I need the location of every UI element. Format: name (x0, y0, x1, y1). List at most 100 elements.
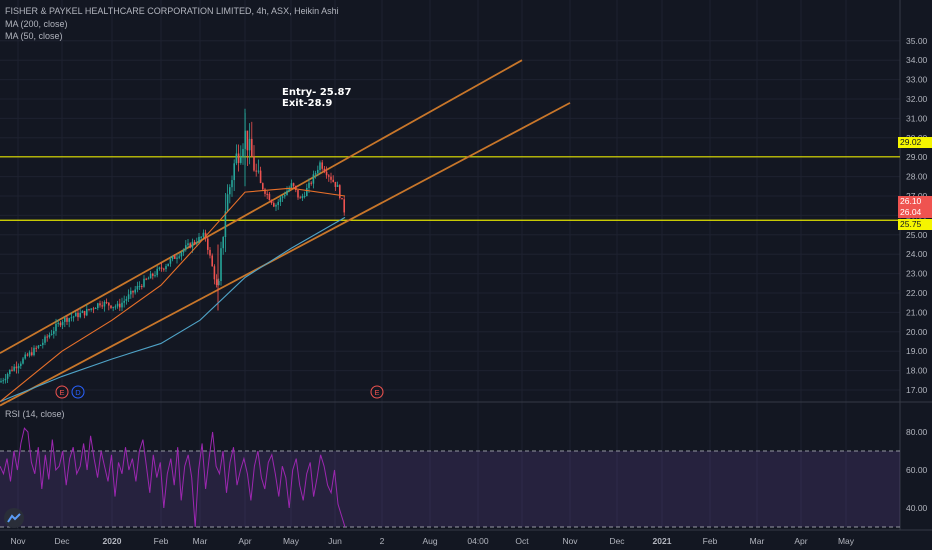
rsi-legend[interactable]: RSI (14, close) (5, 409, 65, 419)
candle-body (178, 256, 180, 258)
candle-body (218, 280, 220, 286)
candle-body (149, 273, 152, 279)
tradingview-logo-icon[interactable] (4, 508, 24, 528)
candle-body (156, 268, 158, 276)
candle-body (57, 322, 59, 324)
time-tick-label: Apr (794, 536, 807, 546)
candle-body (105, 302, 108, 304)
candle-body (143, 278, 145, 287)
annotation-exit[interactable]: Exit-28.9 (282, 98, 332, 109)
candle-body (259, 170, 262, 184)
candle-body (116, 303, 119, 307)
candle-body (292, 183, 295, 186)
candle-body (90, 308, 92, 310)
candle-body (275, 205, 277, 207)
candle-body (53, 331, 55, 334)
candle-body (22, 358, 24, 364)
candle-body (209, 249, 211, 256)
price-tag-26-04: 26.04 (898, 207, 932, 218)
candle-body (215, 279, 218, 286)
candle-body (176, 257, 178, 259)
candle-body (37, 345, 40, 348)
candle-body (231, 180, 233, 188)
candle-body (17, 365, 20, 369)
candle-body (297, 189, 299, 198)
candle-body (308, 182, 310, 188)
candle-body (339, 185, 341, 198)
candle-body (303, 196, 306, 198)
candle-body (44, 336, 46, 343)
candle-body (180, 252, 183, 257)
annotation-entry[interactable]: Entry- 25.87 (282, 87, 351, 98)
time-tick-label: Feb (154, 536, 169, 546)
ma200-legend[interactable]: MA (200, close) (5, 19, 68, 29)
price-tick-label: 33.00 (906, 75, 928, 85)
dividend-marker-icon (71, 385, 85, 399)
candle-body (174, 256, 176, 259)
candle-body (185, 245, 187, 250)
candle-body (31, 352, 33, 356)
candle-body (99, 303, 101, 306)
candle-body (48, 334, 51, 338)
candle-body (119, 303, 121, 308)
candle-body (288, 187, 290, 191)
candle-body (145, 278, 147, 280)
candle-body (138, 286, 141, 288)
earnings-marker-label: E (374, 388, 379, 397)
horizontal-levels[interactable] (0, 156, 900, 221)
trend-line (0, 102, 571, 407)
candle-body (312, 174, 315, 184)
time-tick-label: Feb (703, 536, 718, 546)
candle-body (169, 259, 172, 264)
candle-body (68, 318, 70, 322)
candle-body (222, 236, 224, 249)
time-tick-label: Dec (609, 536, 625, 546)
candle-body (165, 266, 167, 270)
candle-body (193, 241, 196, 244)
ma50-legend[interactable]: MA (50, close) (5, 31, 63, 41)
candle-body (28, 352, 31, 356)
candle-body (134, 289, 136, 293)
candle-body (189, 243, 191, 248)
candle-body (13, 366, 15, 371)
candle-body (125, 299, 128, 301)
price-tick-label: 21.00 (906, 307, 928, 317)
candle-body (81, 311, 84, 313)
candle-body (251, 138, 253, 157)
time-tick-label: May (283, 536, 300, 546)
price-tick-label: 31.00 (906, 113, 928, 123)
price-tick-label: 25.00 (906, 230, 928, 240)
candle-body (46, 336, 48, 338)
candle-body (281, 196, 284, 198)
time-tick-label: Jun (328, 536, 342, 546)
candle-body (92, 308, 95, 310)
price-tick-label: 32.00 (906, 94, 928, 104)
candle-body (224, 211, 227, 237)
candle-body (136, 286, 139, 290)
candle-body (103, 302, 106, 307)
candle-body (235, 153, 238, 164)
price-tag-29-02: 29.02 (898, 137, 932, 148)
trend-channel[interactable] (0, 59, 571, 407)
candle-body (50, 333, 53, 335)
time-axis[interactable]: Nov Dec 2020 Feb Mar Apr May Jun 2 Aug 04:00 Oct Nov… (10, 536, 854, 546)
time-tick-label: Apr (238, 536, 251, 546)
candle-body (310, 182, 312, 184)
candle-body (167, 263, 169, 267)
time-tick-label: May (838, 536, 855, 546)
candle-body (20, 363, 22, 366)
price-tick-label: 18.00 (906, 366, 928, 376)
earnings-marker-icon (55, 385, 69, 399)
candle-body (343, 199, 345, 213)
candle-body (86, 308, 88, 316)
candle-body (6, 373, 9, 379)
candle-body (112, 306, 114, 308)
price-tag-25-75: 25.75 (898, 219, 932, 230)
rsi-line (0, 427, 346, 528)
chart-title: FISHER & PAYKEL HEALTHCARE CORPORATION L… (5, 6, 339, 16)
candle-body (130, 290, 132, 295)
price-axis[interactable]: 17.00 18.00 19.00 20.00 21.00 22.00 23.00 24.00… (906, 36, 928, 513)
candle-body (290, 183, 293, 188)
